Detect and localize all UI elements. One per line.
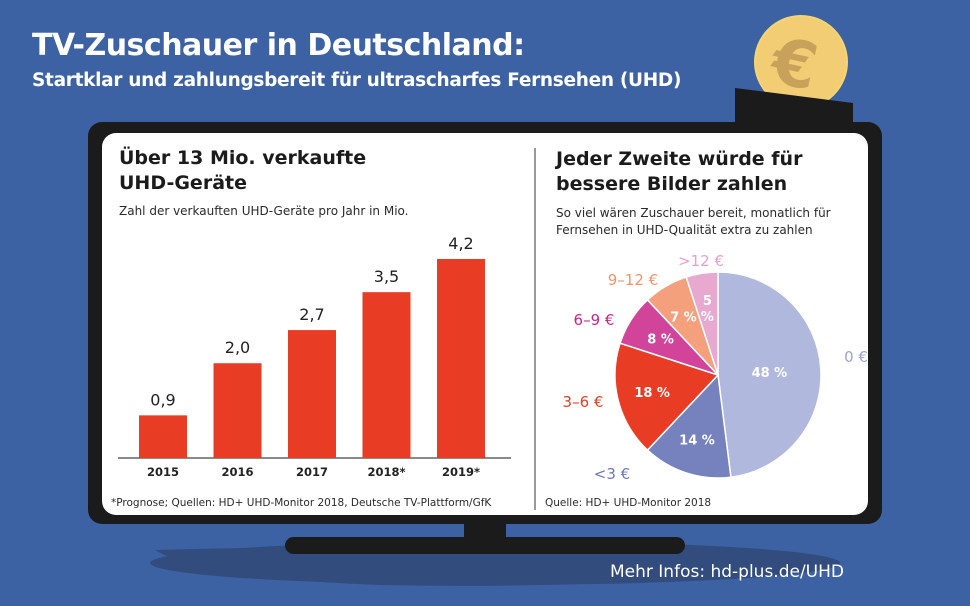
pie-value-label: 48 % <box>752 366 788 381</box>
bar-chart-footnote: *Prognose; Quellen: HD+ UHD-Monitor 2018… <box>111 497 492 509</box>
page-title: TV-Zuschauer in Deutschland: <box>32 28 525 63</box>
pie-chart-heading: Jeder Zweite würde für bessere Bilder za… <box>556 147 802 197</box>
pie-category-label: 6–9 € <box>574 311 615 329</box>
bar-value-label: 0,9 <box>150 390 175 409</box>
bar-chart-heading-line1: Über 13 Mio. verkaufte <box>119 147 367 169</box>
pie-value-label: 14 % <box>679 434 715 449</box>
pie-value-label: 5% <box>701 294 714 325</box>
pie-chart-heading-line1: Jeder Zweite würde für <box>556 148 803 170</box>
bar-category-label: 2015 <box>147 465 179 479</box>
bar-value-label: 2,0 <box>225 338 250 357</box>
pie-category-label: 0 € <box>844 348 868 366</box>
pie-chart-description-line2: Fernsehen in UHD-Qualität extra zu zahle… <box>556 223 813 237</box>
bar-2015 <box>139 415 187 458</box>
bar-2018 <box>362 292 411 458</box>
pie-category-label: 9–12 € <box>608 271 658 289</box>
bar-category-label: 2018* <box>367 465 405 479</box>
pie-category-label: <3 € <box>594 465 630 483</box>
pie-slice <box>717 271 822 479</box>
pie-category-label: 3–6 € <box>563 393 604 411</box>
euro-coin-icon: € <box>754 15 848 109</box>
pie-slice <box>614 342 720 452</box>
pie-chart-heading-line2: bessere Bilder zahlen <box>556 173 788 195</box>
pie-value-label: 7 % <box>670 310 697 325</box>
bar-2019 <box>437 259 485 458</box>
pie-value-label: 8 % <box>647 333 674 348</box>
bar-value-label: 4,2 <box>448 234 473 253</box>
bar-2016 <box>213 363 262 458</box>
bar-2017 <box>288 330 336 458</box>
bar-chart-description: Zahl der verkauften UHD-Geräte pro Jahr … <box>119 204 409 218</box>
bar-category-label: 2016 <box>221 465 253 479</box>
pie-chart-description-line1: So viel wären Zuschauer bereit, monatlic… <box>556 206 831 220</box>
pie-chart-source: Quelle: HD+ UHD-Monitor 2018 <box>545 497 712 509</box>
pie-slice <box>646 373 732 479</box>
bar-category-label: 2019* <box>442 465 480 479</box>
bar-value-label: 3,5 <box>374 267 399 286</box>
bar-chart-heading: Über 13 Mio. verkaufte UHD-Geräte <box>119 146 366 196</box>
bar-value-label: 2,7 <box>299 305 324 324</box>
tv-shadow-tail <box>155 547 828 586</box>
bar-chart-heading-line2: UHD-Geräte <box>119 172 247 194</box>
more-info-link[interactable]: Mehr Infos: hd-plus.de/UHD <box>610 562 844 582</box>
pie-value-label: 18 % <box>634 386 670 401</box>
pie-slice <box>685 271 719 376</box>
tv-stand-base <box>285 537 685 554</box>
coin-slot-box <box>735 88 853 130</box>
pie-chart-description: So viel wären Zuschauer bereit, monatlic… <box>556 205 831 239</box>
pie-category-label: >12 € <box>678 252 724 270</box>
panel-divider <box>534 148 536 510</box>
page-subtitle: Startklar und zahlungsbereit für ultrasc… <box>32 70 682 91</box>
bar-category-label: 2017 <box>296 465 328 479</box>
